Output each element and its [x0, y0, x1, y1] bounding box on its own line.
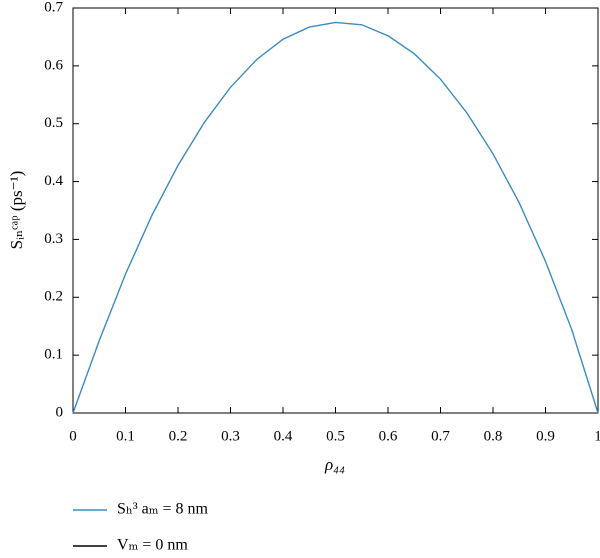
x-tick-label: 0.3 [221, 428, 240, 444]
x-tick-label: 0.7 [431, 428, 450, 444]
y-tick-label: 0 [56, 404, 64, 420]
x-tick-label: 0.5 [326, 428, 345, 444]
x-tick-label: 0.4 [274, 428, 293, 444]
x-tick-label: 0.8 [484, 428, 503, 444]
x-tick-label: 0.9 [536, 428, 555, 444]
x-tick-label: 0.6 [379, 428, 398, 444]
y-tick-label: 0.3 [44, 231, 63, 247]
y-tick-label: 0.2 [44, 289, 63, 305]
legend-label: Sₕ³ aₘ = 8 nm [117, 501, 209, 518]
y-tick-label: 0.5 [44, 115, 63, 131]
x-axis-label: ρ₄₄ [324, 455, 345, 474]
y-tick-label: 0.6 [44, 57, 63, 73]
x-tick-label: 0 [69, 428, 77, 444]
plot-frame [72, 7, 599, 414]
data-line [72, 21, 599, 414]
x-tick-label: 1 [594, 428, 600, 444]
y-axis-label: Sᵢₙᶜᵃᵖ (ps⁻¹) [7, 171, 26, 250]
y-tick-label: 0.1 [44, 347, 63, 363]
x-tick-label: 0.1 [116, 428, 135, 444]
x-tick-label: 0.2 [169, 428, 188, 444]
y-tick-label: 0.4 [44, 173, 63, 189]
legend-label: Vₘ = 0 nm [117, 537, 188, 554]
y-tick-label: 0.7 [44, 0, 63, 15]
